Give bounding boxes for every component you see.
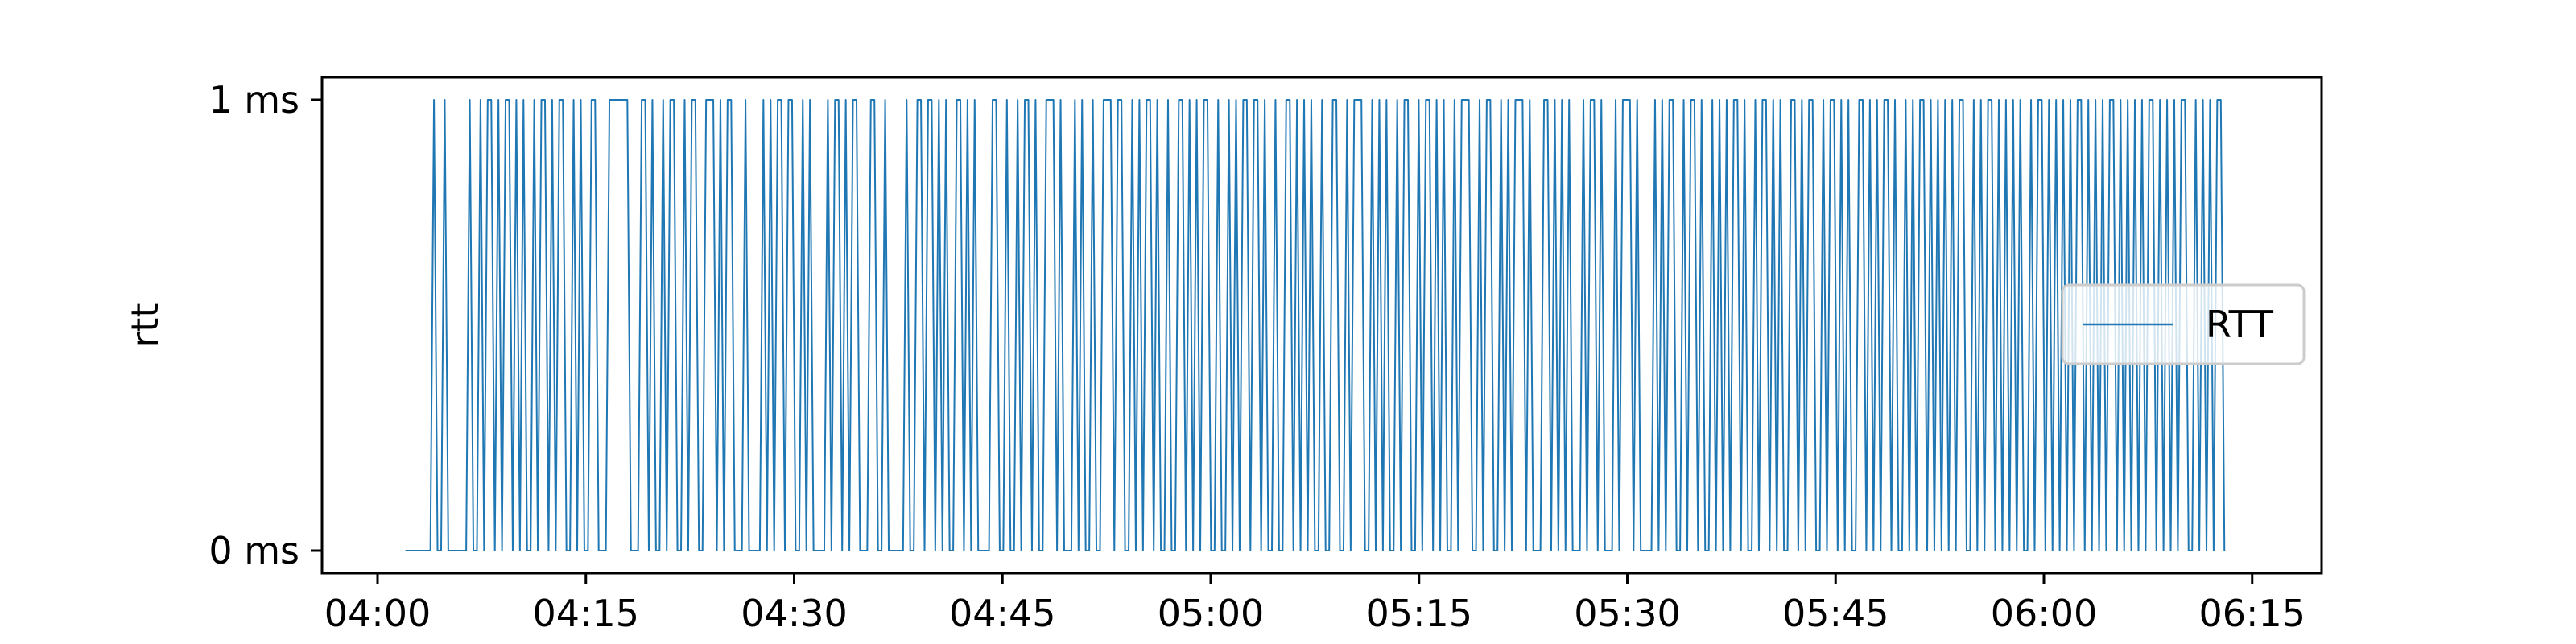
x-axis: 04:00 04:15 04:30 04:45 05:00 05:15 05:30 05:45… bbox=[324, 573, 2306, 635]
x-tick-label: 05:45 bbox=[1782, 592, 1889, 635]
x-tick-label: 04:00 bbox=[324, 592, 431, 635]
x-tick-label: 05:30 bbox=[1574, 592, 1681, 635]
x-tick-label: 05:15 bbox=[1365, 592, 1472, 635]
y-tick-label: 1 ms bbox=[208, 78, 299, 122]
y-tick-label: 0 ms bbox=[208, 529, 299, 572]
legend-label: RTT bbox=[2206, 303, 2274, 346]
x-tick-label: 04:30 bbox=[741, 592, 848, 635]
x-tick-label: 06:15 bbox=[2198, 592, 2306, 635]
legend-box bbox=[2061, 283, 2306, 365]
x-tick-label: 05:00 bbox=[1158, 592, 1265, 635]
x-tick-label: 04:15 bbox=[532, 592, 639, 635]
series-line-rtt bbox=[405, 99, 2226, 551]
y-axis: 0 ms 1 ms bbox=[208, 78, 322, 572]
y-axis-title: rtt bbox=[123, 303, 167, 348]
plot-frame bbox=[320, 76, 2323, 575]
series-layer bbox=[405, 99, 2226, 551]
x-tick-label: 04:45 bbox=[949, 592, 1056, 635]
x-tick-label: 06:00 bbox=[1991, 592, 2098, 635]
legend: RTT bbox=[2061, 283, 2306, 365]
